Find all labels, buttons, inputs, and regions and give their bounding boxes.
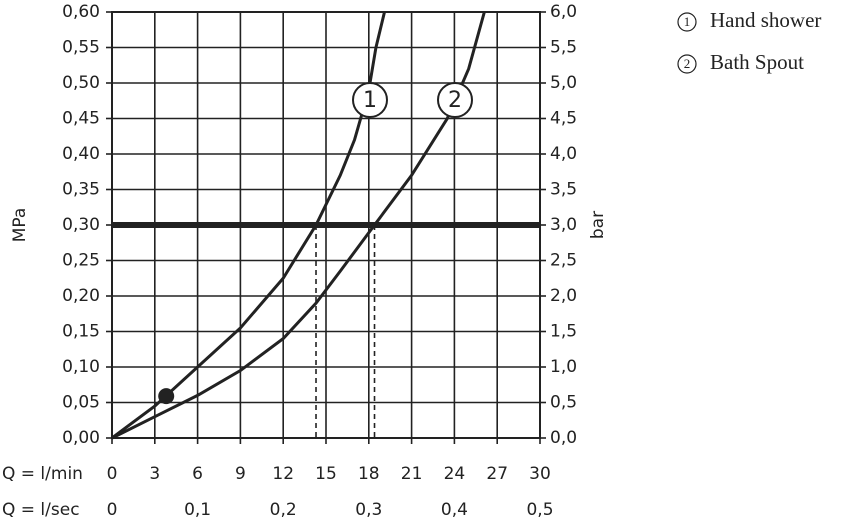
y-tick-label: 0,40 <box>62 144 100 164</box>
y-tick-label: 0,50 <box>62 73 100 93</box>
legend-circle <box>677 12 697 32</box>
y2-tick-label: 1,5 <box>550 322 577 342</box>
legend-key: 2 <box>684 56 691 71</box>
x2-axis-label: Q = l/sec <box>2 500 80 520</box>
y-tick-label: 0,35 <box>62 180 100 200</box>
legend-label: Bath Spout <box>710 50 804 74</box>
x2-tick-label: 0 <box>107 500 118 520</box>
x2-tick-label: 0,2 <box>270 500 297 520</box>
y2-tick-label: 4,0 <box>550 144 577 164</box>
curve-key-circle <box>437 82 473 118</box>
y2-tick-label: 1,0 <box>550 357 577 377</box>
x2-tick-label: 0,3 <box>355 500 382 520</box>
x-tick-label: 3 <box>149 464 160 484</box>
y2-tick-label: 0,5 <box>550 393 577 413</box>
x-tick-label: 18 <box>358 464 380 484</box>
y2-tick-label: 0,0 <box>550 428 577 448</box>
y2-tick-label: 3,0 <box>550 215 577 235</box>
y-tick-label: 0,25 <box>62 251 100 271</box>
y2-tick-label: 6,0 <box>550 2 577 22</box>
x2-tick-label: 0,4 <box>441 500 468 520</box>
curve-key: 2 <box>448 88 462 113</box>
x-axis-label: Q = l/min <box>2 464 83 484</box>
x-tick-label: 30 <box>529 464 551 484</box>
curve-key-circle <box>352 82 388 118</box>
legend-label: Hand shower <box>710 8 821 32</box>
y-tick-label: 0,45 <box>62 109 100 129</box>
y2-tick-label: 2,0 <box>550 286 577 306</box>
x-tick-label: 24 <box>444 464 466 484</box>
y-axis-label: MPa <box>10 208 30 243</box>
y2-tick-label: 5,0 <box>550 73 577 93</box>
x2-tick-label: 0,5 <box>526 500 553 520</box>
x-tick-label: 0 <box>107 464 118 484</box>
y-tick-label: 0,05 <box>62 393 100 413</box>
series-line <box>111 11 386 440</box>
x-tick-label: 15 <box>315 464 337 484</box>
legend-key: 1 <box>684 14 691 29</box>
y2-axis-label: bar <box>588 211 608 239</box>
y2-tick-label: 5,5 <box>550 38 577 58</box>
y2-tick-label: 3,5 <box>550 180 577 200</box>
legend-circle <box>677 54 697 74</box>
y-tick-label: 0,15 <box>62 322 100 342</box>
x-tick-label: 21 <box>401 464 423 484</box>
x-tick-label: 27 <box>486 464 508 484</box>
x-tick-label: 6 <box>192 464 203 484</box>
marker-point <box>158 388 175 405</box>
y-tick-label: 0,00 <box>62 428 100 448</box>
x2-tick-label: 0,1 <box>184 500 211 520</box>
x-tick-label: 12 <box>272 464 294 484</box>
y-tick-label: 0,20 <box>62 286 100 306</box>
y2-tick-label: 2,5 <box>550 251 577 271</box>
y2-tick-label: 4,5 <box>550 109 577 129</box>
y-tick-label: 0,10 <box>62 357 100 377</box>
y-tick-label: 0,30 <box>62 215 100 235</box>
y-tick-label: 0,55 <box>62 38 100 58</box>
x-tick-label: 9 <box>235 464 246 484</box>
curve-key: 1 <box>363 88 377 113</box>
y-tick-label: 0,60 <box>62 2 100 22</box>
